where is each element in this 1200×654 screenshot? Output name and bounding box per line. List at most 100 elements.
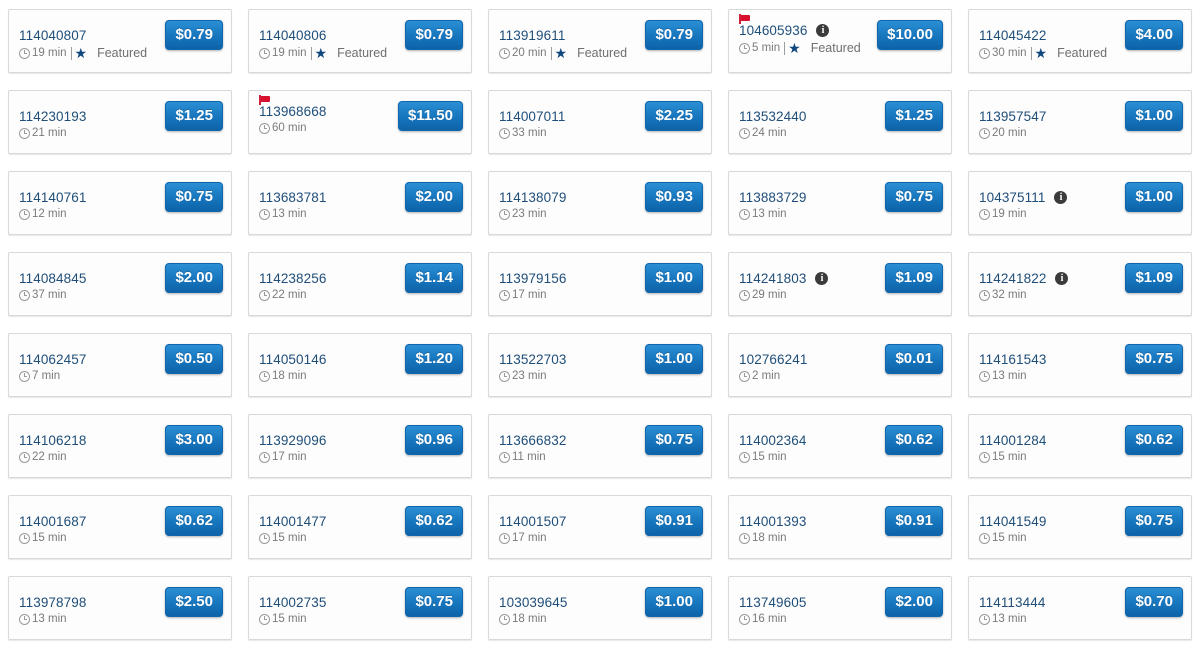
task-card[interactable]: 114040807 19 min ★ Featured $0.79 — [8, 9, 232, 73]
task-card[interactable]: 114106218 22 min $3.00 — [8, 414, 232, 478]
task-card[interactable]: 114062457 7 min $0.50 — [8, 333, 232, 397]
task-id[interactable]: 102766241 — [739, 352, 808, 367]
task-id[interactable]: 113968668 — [259, 104, 327, 119]
task-card[interactable]: 113666832 11 min $0.75 — [488, 414, 712, 478]
task-id[interactable]: 114007011 — [499, 109, 566, 124]
price-badge[interactable]: $0.62 — [885, 425, 943, 455]
price-badge[interactable]: $1.00 — [1125, 182, 1183, 212]
task-id[interactable]: 114230193 — [19, 109, 87, 124]
price-badge[interactable]: $0.79 — [645, 20, 703, 50]
task-card[interactable]: 114045422 30 min ★ Featured $4.00 — [968, 9, 1192, 73]
task-card[interactable]: 113957547 20 min $1.00 — [968, 90, 1192, 154]
task-card[interactable]: 114113444 13 min $0.70 — [968, 576, 1192, 640]
task-id[interactable]: 114062457 — [19, 352, 87, 367]
task-card[interactable]: 114001284 15 min $0.62 — [968, 414, 1192, 478]
task-card[interactable]: 114140761 12 min $0.75 — [8, 171, 232, 235]
task-card[interactable]: 114001393 18 min $0.91 — [728, 495, 952, 559]
task-id[interactable]: 114001507 — [499, 514, 567, 529]
task-card[interactable]: 114002735 15 min $0.75 — [248, 576, 472, 640]
price-badge[interactable]: $2.25 — [645, 101, 703, 131]
task-card[interactable]: 104375111 i 19 min $1.00 — [968, 171, 1192, 235]
price-badge[interactable]: $1.00 — [1125, 101, 1183, 131]
task-card[interactable]: 113522703 23 min $1.00 — [488, 333, 712, 397]
price-badge[interactable]: $1.14 — [405, 263, 463, 293]
task-id[interactable]: 113957547 — [979, 109, 1047, 124]
task-card[interactable]: 114241822 i 32 min $1.09 — [968, 252, 1192, 316]
task-card[interactable]: 114238256 22 min $1.14 — [248, 252, 472, 316]
task-card[interactable]: 113532440 24 min $1.25 — [728, 90, 952, 154]
price-badge[interactable]: $0.01 — [885, 344, 943, 374]
price-badge[interactable]: $10.00 — [877, 20, 943, 50]
price-badge[interactable]: $11.50 — [397, 101, 463, 131]
price-badge[interactable]: $1.20 — [405, 344, 463, 374]
price-badge[interactable]: $0.91 — [645, 506, 703, 536]
task-id[interactable]: 114040807 — [19, 28, 87, 43]
task-card[interactable]: 114241803 i 29 min $1.09 — [728, 252, 952, 316]
task-id[interactable]: 113683781 — [259, 190, 327, 205]
task-id[interactable]: 113883729 — [739, 190, 807, 205]
task-id[interactable]: 104605936 — [739, 23, 808, 38]
task-card[interactable]: 113978798 13 min $2.50 — [8, 576, 232, 640]
task-id[interactable]: 113532440 — [739, 109, 807, 124]
price-badge[interactable]: $0.96 — [405, 425, 463, 455]
task-id[interactable]: 114241803 — [739, 271, 807, 286]
task-id[interactable]: 114084845 — [19, 271, 87, 286]
task-id[interactable]: 114241822 — [979, 271, 1047, 286]
task-card[interactable]: 113883729 13 min $0.75 — [728, 171, 952, 235]
info-icon[interactable]: i — [1055, 272, 1069, 285]
task-card[interactable]: 113979156 17 min $1.00 — [488, 252, 712, 316]
task-card[interactable]: 114001477 15 min $0.62 — [248, 495, 472, 559]
price-badge[interactable]: $1.00 — [645, 587, 703, 617]
price-badge[interactable]: $0.75 — [645, 425, 703, 455]
price-badge[interactable]: $0.79 — [405, 20, 463, 50]
price-badge[interactable]: $1.25 — [165, 101, 223, 131]
price-badge[interactable]: $1.00 — [645, 263, 703, 293]
price-badge[interactable]: $0.75 — [405, 587, 463, 617]
task-id[interactable]: 113522703 — [499, 352, 567, 367]
task-card[interactable]: 113968668 60 min $11.50 — [248, 90, 472, 154]
task-card[interactable]: 113749605 16 min $2.00 — [728, 576, 952, 640]
task-id[interactable]: 103039645 — [499, 595, 568, 610]
price-badge[interactable]: $1.09 — [1125, 263, 1183, 293]
task-card[interactable]: 114041549 15 min $0.75 — [968, 495, 1192, 559]
task-card[interactable]: 114050146 18 min $1.20 — [248, 333, 472, 397]
task-id[interactable]: 114001284 — [979, 433, 1047, 448]
task-card[interactable]: 103039645 18 min $1.00 — [488, 576, 712, 640]
task-id[interactable]: 114106218 — [19, 433, 87, 448]
task-id[interactable]: 113929096 — [259, 433, 327, 448]
task-id[interactable]: 114238256 — [259, 271, 327, 286]
task-card[interactable]: 114230193 21 min $1.25 — [8, 90, 232, 154]
task-card[interactable]: 114161543 13 min $0.75 — [968, 333, 1192, 397]
task-card[interactable]: 114138079 23 min $0.93 — [488, 171, 712, 235]
task-card[interactable]: 113929096 17 min $0.96 — [248, 414, 472, 478]
task-card[interactable]: 114002364 15 min $0.62 — [728, 414, 952, 478]
task-id[interactable]: 113749605 — [739, 595, 807, 610]
task-card[interactable]: 113919611 20 min ★ Featured $0.79 — [488, 9, 712, 73]
price-badge[interactable]: $0.75 — [165, 182, 223, 212]
task-id[interactable]: 114138079 — [499, 190, 567, 205]
task-id[interactable]: 114002364 — [739, 433, 807, 448]
task-card[interactable]: 114007011 33 min $2.25 — [488, 90, 712, 154]
price-badge[interactable]: $0.75 — [885, 182, 943, 212]
price-badge[interactable]: $0.79 — [165, 20, 223, 50]
task-id[interactable]: 113978798 — [19, 595, 87, 610]
price-badge[interactable]: $0.70 — [1125, 587, 1183, 617]
price-badge[interactable]: $0.91 — [885, 506, 943, 536]
task-id[interactable]: 113919611 — [499, 28, 566, 43]
task-id[interactable]: 114045422 — [979, 28, 1047, 43]
task-card[interactable]: 102766241 2 min $0.01 — [728, 333, 952, 397]
task-id[interactable]: 113666832 — [499, 433, 567, 448]
task-card[interactable]: 114001687 15 min $0.62 — [8, 495, 232, 559]
task-card[interactable]: 114040806 19 min ★ Featured $0.79 — [248, 9, 472, 73]
task-id[interactable]: 114002735 — [259, 595, 327, 610]
price-badge[interactable]: $3.00 — [165, 425, 223, 455]
task-card[interactable]: 104605936 i 5 min ★ Featured $10.00 — [728, 9, 952, 73]
price-badge[interactable]: $0.75 — [1125, 344, 1183, 374]
price-badge[interactable]: $2.00 — [885, 587, 943, 617]
task-id[interactable]: 104375111 — [979, 190, 1046, 205]
info-icon[interactable]: i — [1054, 191, 1068, 204]
price-badge[interactable]: $0.75 — [1125, 506, 1183, 536]
price-badge[interactable]: $0.62 — [1125, 425, 1183, 455]
task-id[interactable]: 114040806 — [259, 28, 327, 43]
task-id[interactable]: 114041549 — [979, 514, 1047, 529]
